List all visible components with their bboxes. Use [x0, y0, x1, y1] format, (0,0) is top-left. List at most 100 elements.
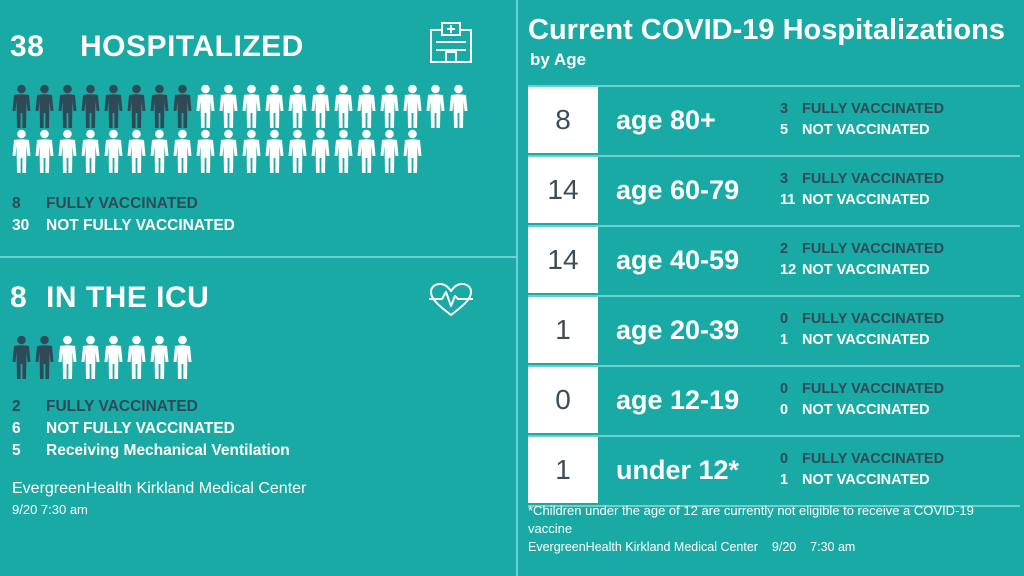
- footnote: *Children under the age of 12 are curren…: [528, 503, 974, 536]
- hospitalized-people-grid: [10, 84, 470, 174]
- left-panel: 38 HOSPITALIZED 8 FULLY VACCINATED 30 NOT F…: [0, 20, 516, 517]
- icu-unvaccinated-person-icon: [148, 335, 171, 380]
- hospitalized-unvaccinated-person-icon: [194, 84, 217, 129]
- fv-label: FULLY VACCINATED: [802, 451, 945, 467]
- hospitalized-count: 38: [10, 30, 45, 63]
- nv-label: NOT VACCINATED: [802, 332, 930, 348]
- icu-unvaccinated-person-icon: [171, 335, 194, 380]
- hospitalized-unvaccinated-person-icon: [263, 129, 286, 174]
- fv-number: 0: [780, 311, 789, 327]
- fv-label: FULLY VACCINATED: [802, 381, 945, 397]
- nv-label: NOT VACCINATED: [802, 192, 930, 208]
- hospitalized-unvaccinated-person-icon: [240, 129, 263, 174]
- age-row: 14 age 60-79 3 FULLY VACCINATED 11 NOT VACCIN…: [528, 155, 1020, 225]
- age-row-not-vaccinated: 1 NOT VACCINATED: [780, 330, 944, 351]
- age-row-count: 1: [528, 437, 598, 503]
- section-divider: [0, 256, 516, 258]
- hospitalized-vaccinated-person-icon: [102, 84, 125, 129]
- stat-number: 6: [12, 420, 21, 437]
- age-row-vaccination: 0 FULLY VACCINATED 0 NOT VACCINATED: [780, 379, 944, 421]
- age-row-vaccination: 0 FULLY VACCINATED 1 NOT VACCINATED: [780, 309, 944, 351]
- age-row-label: age 20-39: [616, 314, 740, 345]
- icu-people-grid: [10, 335, 470, 380]
- age-row: 0 age 12-19 0 FULLY VACCINATED 0 NOT VACCINAT…: [528, 365, 1020, 435]
- hospitalized-unvaccinated-person-icon: [10, 129, 33, 174]
- age-row-count: 14: [528, 157, 598, 223]
- age-row-label: age 60-79: [616, 174, 740, 205]
- age-row-not-vaccinated: 12 NOT VACCINATED: [780, 260, 944, 281]
- age-row-fully-vaccinated: 0 FULLY VACCINATED: [780, 449, 944, 470]
- hospitalized-label: HOSPITALIZED: [80, 30, 304, 63]
- hospitalized-unvaccinated-person-icon: [378, 129, 401, 174]
- age-row: 1 age 20-39 0 FULLY VACCINATED 1 NOT VACCINAT…: [528, 295, 1020, 365]
- age-row: 8 age 80+ 3 FULLY VACCINATED 5 NOT VACCINATED: [528, 85, 1020, 155]
- age-row-fully-vaccinated: 3 FULLY VACCINATED: [780, 99, 944, 120]
- hospitalized-unvaccinated-person-icon: [309, 84, 332, 129]
- fv-number: 0: [780, 451, 789, 467]
- nv-label: NOT VACCINATED: [802, 122, 930, 138]
- hospital-building-icon: [428, 20, 474, 69]
- hospitalized-unvaccinated-person-icon: [378, 84, 401, 129]
- icu-count: 8: [10, 281, 28, 314]
- footer-credit-date: 9/20: [771, 540, 797, 554]
- age-row-vaccination: 3 FULLY VACCINATED 11 NOT VACCINATED: [780, 169, 944, 211]
- stat-label: NOT FULLY VACCINATED: [46, 217, 235, 234]
- age-row-not-vaccinated: 1 NOT VACCINATED: [780, 470, 944, 491]
- hospitalized-unvaccinated-person-icon: [56, 129, 79, 174]
- hospitalized-unvaccinated-person-icon: [194, 129, 217, 174]
- age-row-label: under 12*: [616, 454, 740, 485]
- hospitalized-unvaccinated-person-icon: [447, 84, 470, 129]
- hospitalized-unvaccinated-person-icon: [401, 84, 424, 129]
- footer-credit-source: EvergreenHealth Kirkland Medical Center: [528, 540, 758, 554]
- stat-label: FULLY VACCINATED: [46, 195, 198, 212]
- stat-row: 5 Receiving Mechanical Ventilation: [12, 442, 290, 460]
- stat-row: 2 FULLY VACCINATED: [12, 398, 198, 416]
- hospitalized-unvaccinated-person-icon: [355, 84, 378, 129]
- stat-number: 30: [12, 217, 30, 234]
- hospitalized-unvaccinated-person-icon: [217, 129, 240, 174]
- stat-number: 2: [12, 398, 21, 415]
- hospitalized-unvaccinated-person-icon: [332, 129, 355, 174]
- stat-row: 6 NOT FULLY VACCINATED: [12, 420, 235, 438]
- fv-number: 0: [780, 381, 789, 397]
- fv-label: FULLY VACCINATED: [802, 171, 945, 187]
- stat-label: FULLY VACCINATED: [46, 398, 198, 415]
- hospitalized-unvaccinated-person-icon: [332, 84, 355, 129]
- age-row-label: age 40-59: [616, 244, 740, 275]
- stat-number: 5: [12, 442, 21, 459]
- hospitalized-vaccinated-person-icon: [171, 84, 194, 129]
- icu-unvaccinated-person-icon: [79, 335, 102, 380]
- age-row-fully-vaccinated: 0 FULLY VACCINATED: [780, 379, 944, 400]
- hospitalized-unvaccinated-person-icon: [148, 129, 171, 174]
- hospitalized-vaccinated-person-icon: [56, 84, 79, 129]
- stat-row: 30 NOT FULLY VACCINATED: [12, 217, 235, 235]
- nv-number: 1: [780, 472, 789, 488]
- fv-number: 3: [780, 171, 789, 187]
- hospitalized-unvaccinated-person-icon: [286, 84, 309, 129]
- hospitalized-unvaccinated-person-icon: [79, 129, 102, 174]
- hospitalized-unvaccinated-person-icon: [240, 84, 263, 129]
- fv-label: FULLY VACCINATED: [802, 101, 945, 117]
- age-row-count: 1: [528, 297, 598, 363]
- hospitalized-unvaccinated-person-icon: [424, 84, 447, 129]
- hospitalized-unvaccinated-person-icon: [102, 129, 125, 174]
- age-row-label: age 12-19: [616, 384, 740, 415]
- nv-label: NOT VACCINATED: [802, 402, 930, 418]
- hospitalized-vaccinated-person-icon: [79, 84, 102, 129]
- age-row-not-vaccinated: 0 NOT VACCINATED: [780, 400, 944, 421]
- heart-pulse-icon: [428, 282, 474, 323]
- icu-unvaccinated-person-icon: [56, 335, 79, 380]
- hospitalized-unvaccinated-person-icon: [33, 129, 56, 174]
- age-row-fully-vaccinated: 0 FULLY VACCINATED: [780, 309, 944, 330]
- nv-number: 11: [780, 192, 796, 208]
- age-row-not-vaccinated: 5 NOT VACCINATED: [780, 120, 944, 141]
- stat-row: 8 FULLY VACCINATED: [12, 195, 198, 213]
- hospitalized-vaccinated-person-icon: [10, 84, 33, 129]
- age-row-label: age 80+: [616, 104, 716, 135]
- age-row-fully-vaccinated: 2 FULLY VACCINATED: [780, 239, 944, 260]
- icu-vaccinated-person-icon: [10, 335, 33, 380]
- hospitalized-unvaccinated-person-icon: [309, 129, 332, 174]
- hospitalized-unvaccinated-person-icon: [171, 129, 194, 174]
- age-row: 14 age 40-59 2 FULLY VACCINATED 12 NOT VACCIN…: [528, 225, 1020, 295]
- footer-credit: EvergreenHealth Kirkland Medical Center …: [528, 540, 855, 554]
